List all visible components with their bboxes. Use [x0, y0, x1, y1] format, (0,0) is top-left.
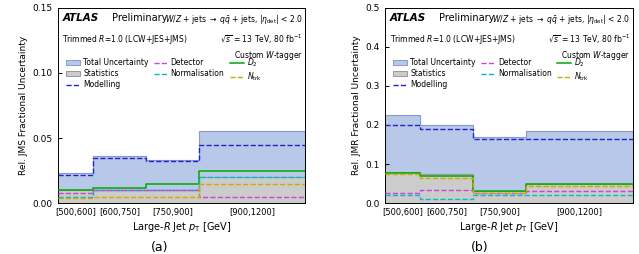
Text: $W/Z$ + jets $\rightarrow$ $q\bar{q}$ + jets, $|\eta_\mathrm{det}|$ < 2.0: $W/Z$ + jets $\rightarrow$ $q\bar{q}$ + … — [165, 13, 303, 26]
Text: ATLAS: ATLAS — [63, 13, 98, 23]
Text: Preliminary: Preliminary — [439, 13, 495, 23]
Text: (b): (b) — [470, 242, 488, 254]
Text: Trimmed $R$=1.0 (LCW+JES+JMS): Trimmed $R$=1.0 (LCW+JES+JMS) — [63, 33, 189, 46]
Polygon shape — [58, 132, 305, 203]
Y-axis label: Rel. JMR Fractional Uncertainty: Rel. JMR Fractional Uncertainty — [352, 36, 361, 175]
Text: $W/Z$ + jets $\rightarrow$ $q\bar{q}$ + jets, $|\eta_\mathrm{det}|$ < 2.0: $W/Z$ + jets $\rightarrow$ $q\bar{q}$ + … — [492, 13, 630, 26]
Y-axis label: Rel. JMS Fractional Uncertainty: Rel. JMS Fractional Uncertainty — [19, 36, 28, 175]
Text: $\sqrt{s}$ = 13 TeV, 80 fb$^{-1}$: $\sqrt{s}$ = 13 TeV, 80 fb$^{-1}$ — [548, 33, 630, 46]
Text: (a): (a) — [151, 242, 169, 254]
Polygon shape — [385, 172, 633, 203]
Text: Preliminary: Preliminary — [112, 13, 167, 23]
X-axis label: Large-$R$ Jet $p_{\mathrm{T}}$ [GeV]: Large-$R$ Jet $p_{\mathrm{T}}$ [GeV] — [132, 220, 231, 234]
Text: Custom $W$-tagger: Custom $W$-tagger — [234, 49, 303, 62]
Polygon shape — [385, 115, 633, 203]
Legend: Total Uncertainty, Statistics, Modelling, Detector, Normalisation, $D_2$, $N_\ma: Total Uncertainty, Statistics, Modelling… — [394, 56, 589, 89]
Text: $\sqrt{s}$ = 13 TeV, 80 fb$^{-1}$: $\sqrt{s}$ = 13 TeV, 80 fb$^{-1}$ — [220, 33, 303, 46]
X-axis label: Large-$R$ Jet $p_{\mathrm{T}}$ [GeV]: Large-$R$ Jet $p_{\mathrm{T}}$ [GeV] — [459, 220, 558, 234]
Legend: Total Uncertainty, Statistics, Modelling, Detector, Normalisation, $D_2$, $N_\ma: Total Uncertainty, Statistics, Modelling… — [66, 56, 262, 89]
Text: Custom $W$-tagger: Custom $W$-tagger — [561, 49, 630, 62]
Text: ATLAS: ATLAS — [390, 13, 426, 23]
Polygon shape — [58, 177, 305, 203]
Text: Trimmed $R$=1.0 (LCW+JES+JMS): Trimmed $R$=1.0 (LCW+JES+JMS) — [390, 33, 516, 46]
